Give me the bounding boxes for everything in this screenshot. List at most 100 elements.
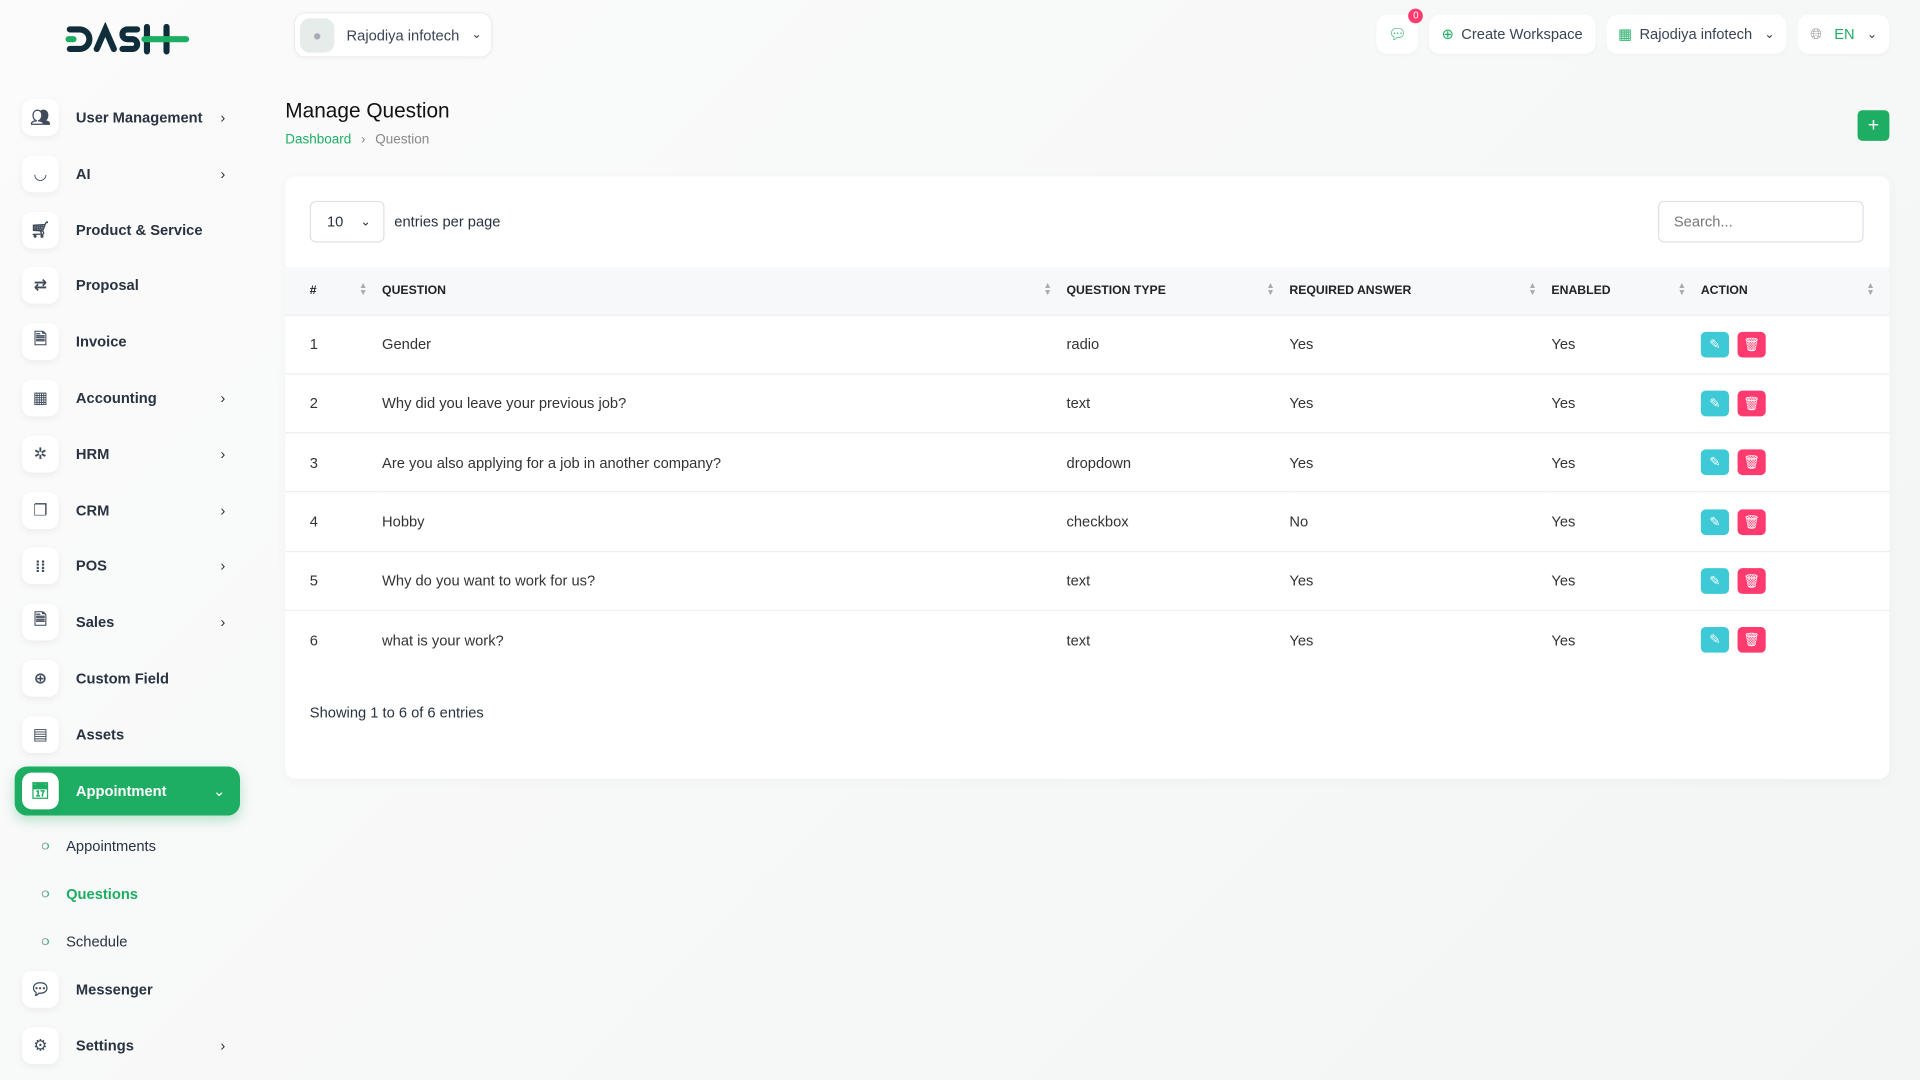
sidebar-item-hrm[interactable]: ✲ HRM › (15, 430, 240, 479)
sidebar-item-user-management[interactable]: 👥︎ User Management › (15, 93, 240, 142)
chevron-right-icon: › (220, 501, 226, 519)
sidebar-item-sales[interactable]: 🗎 Sales › (15, 598, 240, 647)
column-header[interactable]: REQUIRED ANSWER ▲ ▼ (1289, 266, 1552, 315)
table-cell: Yes (1289, 550, 1552, 611)
sidebar-item-ai[interactable]: ◡ AI › (15, 149, 240, 198)
workspace-name: Rajodiya infotech (1639, 25, 1753, 43)
table-cell: Why do you want to work for us? (382, 550, 1067, 611)
sidebar-subitem-schedule[interactable]: Schedule (15, 918, 240, 966)
table-cell: Yes (1551, 609, 1701, 670)
column-header[interactable]: QUESTION TYPE ▲ ▼ (1066, 266, 1290, 315)
table-cell: dropdown (1066, 432, 1290, 493)
pos-icon: ⁞⁞ (22, 547, 59, 585)
delete-button[interactable]: 🗑︎ (1737, 331, 1766, 358)
sidebar-item-messenger[interactable]: 💬︎ Messenger (15, 965, 240, 1014)
plus-circle-icon: ⊕ (1441, 25, 1454, 43)
sidebar-item-settings[interactable]: ⚙ Settings › (15, 1021, 240, 1070)
workspace-selector[interactable]: ▦ Rajodiya infotech ⌄ (1605, 14, 1787, 54)
table-cell: Hobby (382, 491, 1067, 552)
table-cell: Yes (1551, 432, 1701, 493)
column-header[interactable]: ENABLED ▲ ▼ (1551, 266, 1701, 315)
chevron-right-icon: › (220, 165, 226, 183)
user-menu[interactable]: ● Rajodiya infotech ⌄ (293, 12, 493, 58)
breadcrumb-current: Question (375, 132, 430, 147)
breadcrumb: Dashboard › Question (285, 132, 429, 147)
table-cell: text (1066, 373, 1290, 433)
sidebar-item-product-service[interactable]: 🛒︎ Product & Service (15, 205, 240, 254)
cart-icon: 🛒︎ (22, 211, 59, 249)
sidebar-item-accounting[interactable]: ▦ Accounting › (15, 373, 240, 422)
edit-button[interactable]: ✎ (1700, 567, 1729, 594)
breadcrumb-dashboard[interactable]: Dashboard (285, 132, 352, 147)
messages-button[interactable]: 💬︎ 0 (1376, 8, 1424, 54)
table-cell: 4 (285, 491, 383, 552)
questions-table: # ▲ ▼ QUESTION ▲ ▼ QUESTION TYPE ▲ ▼ REQUIRED ANS… (285, 266, 1890, 670)
create-workspace-button[interactable]: ⊕ Create Workspace (1429, 14, 1595, 54)
table-cell: 5 (285, 550, 383, 611)
hrm-icon: ✲ (22, 435, 59, 473)
crm-icon: ❐ (22, 491, 59, 529)
delete-button[interactable]: 🗑︎ (1737, 390, 1766, 417)
table-row: 5 Why do you want to work for us? text Yes Y… (285, 550, 1890, 611)
table-cell: what is your work? (382, 609, 1067, 670)
action-cell: ✎ 🗑︎ (1700, 491, 1890, 552)
delete-button[interactable]: 🗑︎ (1737, 567, 1766, 594)
add-question-button[interactable]: + (1857, 110, 1890, 141)
sidebar-item-invoice[interactable]: 🗎 Invoice (15, 317, 240, 366)
create-workspace-label: Create Workspace (1461, 25, 1583, 43)
ai-icon: ◡ (22, 155, 59, 192)
workspace-icon: ▦ (1618, 25, 1633, 43)
table-info: Showing 1 to 6 of 6 entries (309, 704, 484, 722)
edit-button[interactable]: ✎ (1700, 627, 1729, 654)
table-cell: Are you also applying for a job in anoth… (382, 432, 1067, 493)
chevron-down-icon: ⌄ (1764, 27, 1775, 42)
sidebar-item-appointment[interactable]: 📅︎ Appointment ⌄ (14, 765, 241, 815)
edit-button[interactable]: ✎ (1700, 449, 1729, 476)
table-row: 2 Why did you leave your previous job? tex… (285, 373, 1890, 433)
table-cell: Yes (1289, 373, 1552, 433)
delete-button[interactable]: 🗑︎ (1737, 449, 1766, 476)
sort-icon: ▲ ▼ (1266, 281, 1275, 298)
chevron-down-icon: ⌄ (360, 214, 371, 229)
sort-icon: ▲ ▼ (1528, 281, 1537, 298)
sidebar-item-custom-field[interactable]: ⊕ Custom Field (15, 654, 240, 703)
language-selector[interactable]: 🌐︎ EN ⌄ (1797, 14, 1890, 54)
gear-icon: ⚙ (22, 1027, 59, 1065)
sidebar-subitem-appointments[interactable]: Appointments (15, 822, 240, 870)
entries-label: entries per page (394, 213, 501, 231)
sidebar-item-proposal[interactable]: ⇄ Proposal (15, 261, 240, 310)
bullet-icon (41, 842, 49, 850)
delete-button[interactable]: 🗑︎ (1737, 508, 1766, 535)
column-header[interactable]: QUESTION ▲ ▼ (382, 266, 1067, 315)
header-actions: 💬︎ 0 ⊕ Create Workspace ▦ Rajodiya infotec… (1376, 8, 1890, 54)
sidebar-item-crm[interactable]: ❐ CRM › (15, 486, 240, 535)
file-icon: 🗎 (22, 323, 59, 361)
table-cell: 6 (285, 609, 383, 670)
sidebar-subitem-questions[interactable]: Questions (15, 870, 240, 918)
chevron-right-icon: › (220, 557, 226, 575)
users-icon: 👥︎ (22, 99, 59, 136)
table-cell: Yes (1551, 550, 1701, 611)
action-cell: ✎ 🗑︎ (1700, 432, 1890, 493)
table-row: 3 Are you also applying for a job in anot… (285, 432, 1890, 493)
table-cell: No (1289, 491, 1552, 552)
edit-button[interactable]: ✎ (1700, 508, 1729, 535)
table-cell: Yes (1551, 373, 1701, 433)
sidebar-item-assets[interactable]: ▤ Assets (15, 710, 240, 759)
column-header[interactable]: # ▲ ▼ (285, 266, 383, 315)
delete-button[interactable]: 🗑︎ (1737, 627, 1766, 654)
search-input[interactable] (1657, 200, 1864, 243)
table-row: 6 what is your work? text Yes Yes ✎ 🗑︎ (285, 609, 1890, 670)
table-cell: Yes (1289, 609, 1552, 670)
per-page-select[interactable]: 10 ⌄ (309, 200, 385, 243)
chat-icon: 💬︎ (22, 971, 59, 1009)
sidebar-item-pos[interactable]: ⁞⁞ POS › (15, 542, 240, 591)
column-header[interactable]: ACTION ▲ ▼ (1700, 266, 1890, 315)
edit-button[interactable]: ✎ (1700, 331, 1729, 358)
table-cell: 1 (285, 314, 383, 374)
table-row: 1 Gender radio Yes Yes ✎ 🗑︎ (285, 314, 1890, 374)
edit-button[interactable]: ✎ (1700, 390, 1729, 417)
bullet-icon (41, 937, 49, 946)
table-cell: Yes (1289, 432, 1552, 493)
grid-icon: ▦ (22, 379, 59, 417)
